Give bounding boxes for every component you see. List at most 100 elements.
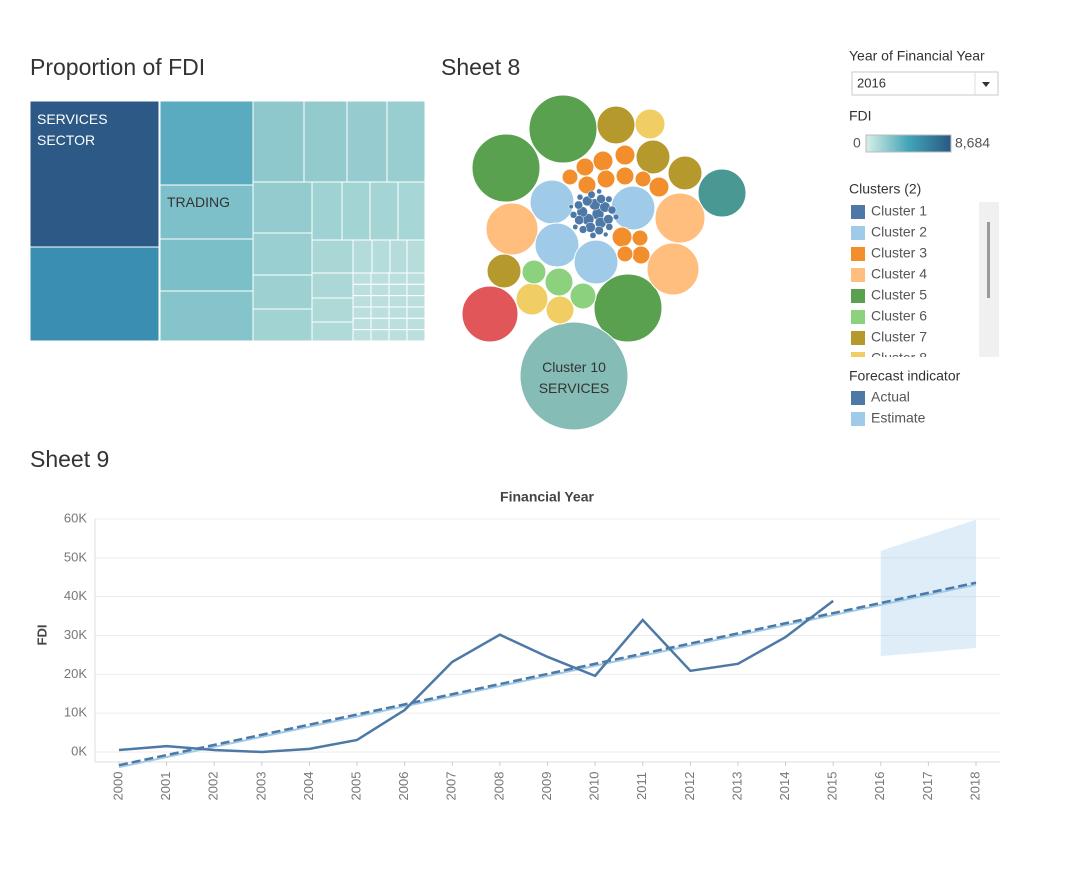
bubble: [667, 155, 703, 191]
bubble: [569, 211, 578, 219]
treemap-cell: [352, 283, 372, 297]
legend-swatch: [851, 391, 865, 405]
y-tick-label: 20K: [64, 666, 87, 681]
treemap-cell: [352, 306, 372, 319]
legend-swatch: [851, 268, 865, 282]
color-legend-min: 0: [853, 135, 861, 151]
scrollbar-thumb[interactable]: [987, 222, 990, 298]
y-tick-label: 40K: [64, 588, 87, 603]
bubble-title: Sheet 8: [441, 54, 520, 80]
bubble: [578, 225, 588, 234]
cluster-legend-title: Clusters (2): [849, 181, 921, 197]
x-tick-label: 2016: [872, 772, 887, 801]
bubble: [574, 215, 585, 226]
bubble: [596, 169, 616, 189]
x-tick-label: 2018: [967, 772, 982, 801]
legend-label: Cluster 7: [871, 329, 927, 345]
x-tick-label: 2015: [825, 772, 840, 801]
bubble: [616, 245, 634, 263]
x-tick-label: 2001: [158, 772, 173, 801]
treemap-cell: [406, 272, 426, 285]
treemap-cell: [389, 239, 408, 274]
x-tick-label: 2004: [301, 772, 316, 801]
treemap-cell: [352, 317, 372, 331]
bubble: [611, 226, 633, 248]
treemap-cell: [397, 181, 426, 241]
treemap-title: Proportion of FDI: [30, 54, 205, 80]
bubble: [614, 144, 636, 166]
treemap-cell: [352, 329, 372, 342]
bubble: [461, 285, 519, 343]
bubble: [576, 193, 584, 201]
treemap-cell: [29, 100, 160, 248]
x-tick-label: 2010: [587, 772, 602, 801]
treemap-cell: [406, 283, 426, 297]
treemap-label: TRADING: [167, 194, 230, 210]
bubble: [569, 282, 597, 310]
dropdown-arrow[interactable]: [982, 82, 990, 87]
treemap-cell: [388, 306, 408, 319]
legend-swatch: [851, 247, 865, 261]
y-tick-label: 60K: [64, 510, 87, 525]
y-tick-label: 10K: [64, 705, 87, 720]
treemap-cell: [370, 272, 390, 285]
treemap-cell: [388, 329, 408, 342]
legend-label: Cluster 4: [871, 266, 927, 282]
forecast-legend-title: Forecast indicator: [849, 368, 961, 384]
bubble: [634, 170, 652, 188]
bubble: [529, 179, 575, 225]
dropdown-value[interactable]: 2016: [857, 75, 886, 90]
legend-label: Cluster 1: [871, 203, 927, 219]
dropdown[interactable]: [851, 71, 999, 96]
bubble: [605, 195, 613, 203]
legend-swatch: [851, 310, 865, 324]
bubble-label: Cluster 10 SERVICES: [538, 359, 610, 396]
bubble: [515, 282, 549, 316]
bubble: [634, 108, 666, 140]
treemap-cell: [388, 272, 408, 285]
bubble: [573, 239, 619, 285]
forecast-legend: Actual Estimate: [851, 389, 926, 426]
line-chart-title: Sheet 9: [30, 446, 109, 472]
legend-label: Actual: [871, 389, 910, 405]
bubble: [471, 133, 541, 203]
treemap-cell: [370, 329, 390, 342]
bubble: [635, 139, 671, 175]
x-tick-label: 2012: [682, 772, 697, 801]
bubble: [593, 273, 663, 343]
bubble: [603, 231, 609, 238]
treemap: [29, 100, 426, 342]
treemap-cell: [352, 272, 372, 285]
treemap-cell: [370, 306, 390, 319]
treemap-cell: [369, 181, 399, 241]
bubble: [575, 157, 595, 177]
bubble: [646, 242, 700, 296]
y-axis-title: FDI: [34, 625, 49, 646]
legend-label: Estimate: [871, 410, 926, 426]
treemap-cell: [159, 100, 254, 186]
treemap-cell: [311, 321, 354, 342]
treemap-cell: [252, 100, 305, 183]
bubble: [587, 190, 596, 199]
filter-title: Year of Financial Year: [849, 48, 985, 64]
treemap-cell: [252, 274, 313, 310]
treemap-cell: [370, 317, 390, 331]
treemap-cell: [252, 181, 313, 234]
treemap-cell: [346, 100, 388, 183]
treemap-cell: [341, 181, 371, 241]
bubble: [545, 295, 575, 325]
treemap-cell: [370, 295, 390, 308]
bubble: [574, 200, 584, 210]
treemap-cell: [252, 308, 313, 342]
trend-line: [118, 581, 977, 767]
legend-swatch: [851, 289, 865, 303]
treemap-cell: [406, 306, 426, 319]
x-tick-label: 2003: [253, 772, 268, 801]
treemap-cell: [311, 239, 354, 274]
treemap-cell: [311, 297, 354, 323]
legend-swatch: [851, 412, 865, 426]
color-legend-max: 8,684: [955, 135, 990, 151]
treemap-cell: [311, 272, 354, 299]
